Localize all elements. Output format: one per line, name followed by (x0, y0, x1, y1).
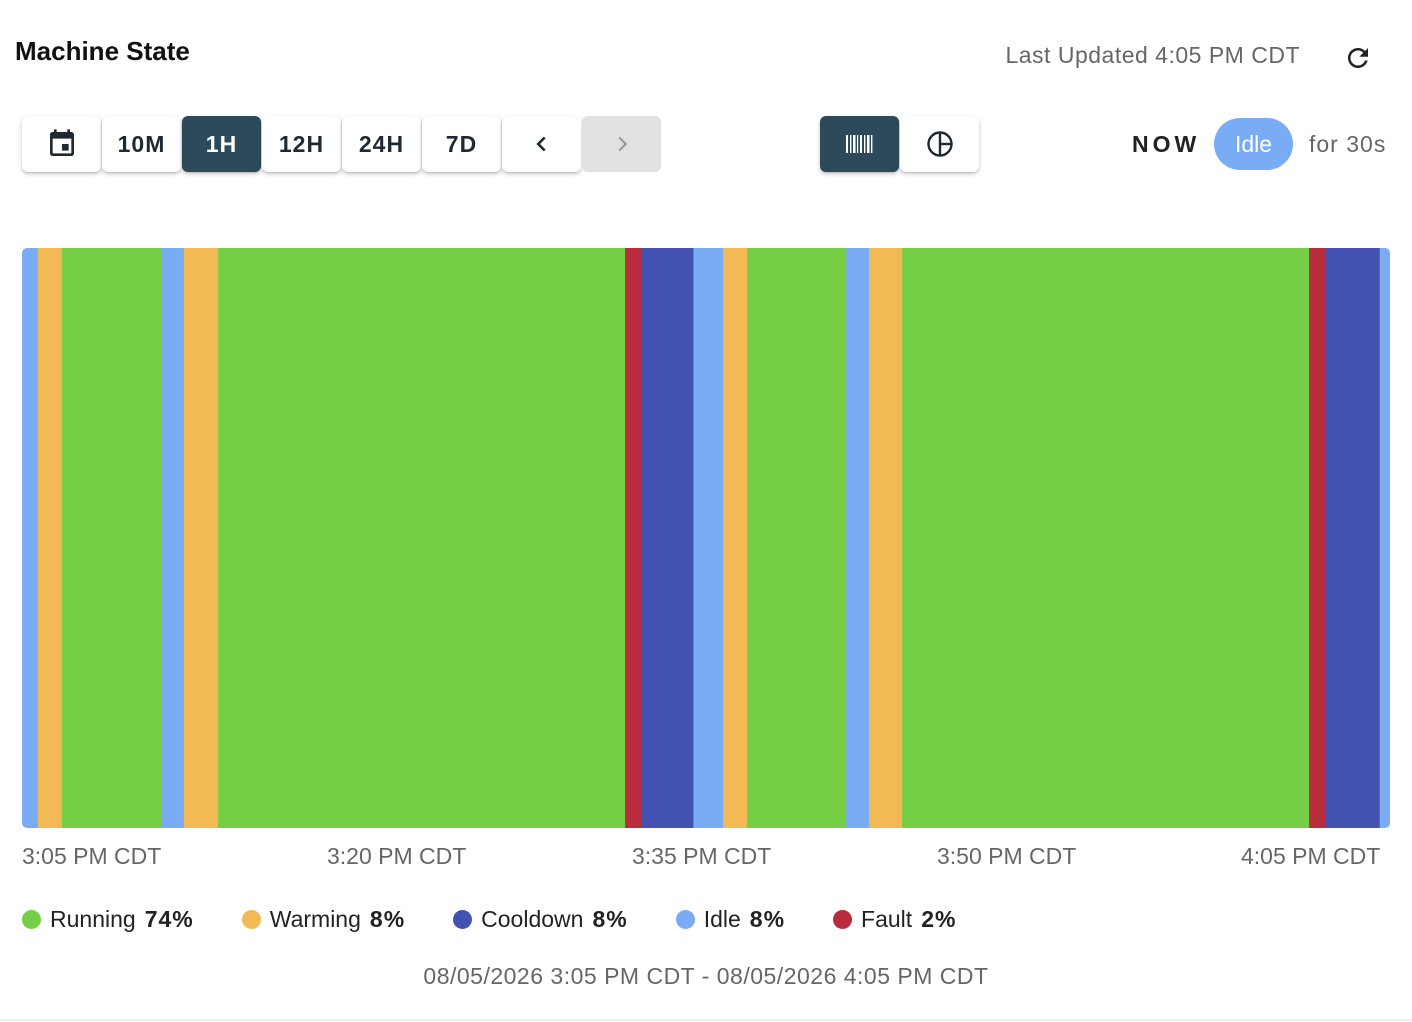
legend-dot (833, 910, 853, 929)
timeline-segment-running[interactable] (747, 248, 847, 828)
legend-label: Fault (861, 906, 913, 932)
legend-dot (241, 910, 261, 929)
refresh-icon (1348, 48, 1368, 68)
calendar-icon (49, 129, 74, 156)
timeline-segment-warming[interactable] (37, 248, 63, 828)
legend-dot (675, 910, 695, 929)
range-button-7d[interactable]: 7D (422, 116, 501, 172)
legend-percent: 2% (921, 906, 957, 932)
chart-legend: Running 74% Warming 8% Cooldown 8% Idle … (22, 906, 1004, 933)
x-tick-label: 3:20 PM CDT (327, 843, 467, 869)
legend-label: Running (50, 906, 136, 932)
legend-dot (22, 910, 41, 929)
timeline-segment-running[interactable] (61, 248, 162, 828)
x-tick-label: 4:05 PM CDT (1241, 843, 1381, 869)
x-tick-label: 3:50 PM CDT (937, 843, 1077, 869)
chevron-right-icon (618, 136, 627, 152)
legend-label: Cooldown (481, 906, 584, 932)
last-updated-label: Last Updated 4:05 PM CDT (1005, 42, 1300, 68)
date-range-label: 08/05/2026 3:05 PM CDT - 08/05/2026 4:05… (423, 963, 989, 989)
calendar-button[interactable] (22, 116, 101, 172)
timeline-segment-cooldown[interactable] (641, 248, 695, 828)
legend-item-cooldown[interactable]: Cooldown 8% (453, 906, 628, 933)
refresh-button[interactable] (1338, 38, 1378, 78)
x-tick-label: 3:05 PM CDT (22, 843, 162, 869)
timeline-segment-idle[interactable] (22, 248, 39, 828)
legend-percent: 74% (144, 906, 194, 932)
pie-chart-icon (926, 131, 953, 157)
timeline-segment-warming[interactable] (723, 248, 748, 828)
legend-label: Warming (269, 906, 361, 932)
legend-item-running[interactable]: Running 74% (22, 906, 194, 933)
x-tick-label: 3:35 PM CDT (632, 843, 772, 869)
timeline-segment-warming[interactable] (869, 248, 903, 828)
timeline-segment-fault[interactable] (625, 248, 642, 828)
legend-percent: 8% (369, 906, 406, 932)
timeline-view-button[interactable] (820, 116, 899, 172)
pie-view-button[interactable] (900, 116, 979, 172)
timeline-segment-idle[interactable] (161, 248, 185, 828)
previous-button[interactable] (502, 116, 581, 172)
timeline-segment-idle[interactable] (846, 248, 870, 828)
next-button[interactable] (582, 116, 661, 172)
divider (0, 1019, 1412, 1021)
legend-item-fault[interactable]: Fault 2% (833, 906, 956, 933)
range-button-1h[interactable]: 1H (182, 116, 261, 172)
now-label: NOW (1132, 131, 1201, 157)
state-duration: for 30s (1309, 131, 1387, 157)
chevron-left-icon (535, 136, 546, 152)
timeline-segment-cooldown[interactable] (1325, 248, 1381, 828)
timeline-segment-warming[interactable] (183, 248, 219, 828)
legend-percent: 8% (749, 906, 786, 932)
state-timeline-chart (22, 248, 1390, 828)
legend-label: Idle (703, 906, 741, 932)
legend-percent: 8% (592, 906, 628, 932)
current-state-badge: Idle (1214, 118, 1293, 170)
timeline-segment-fault[interactable] (1309, 248, 1326, 828)
timeline-segment-idle[interactable] (693, 248, 724, 828)
range-button-12h[interactable]: 12H (262, 116, 341, 172)
range-button-24h[interactable]: 24H (342, 116, 421, 172)
legend-dot (453, 910, 473, 929)
page-title: Machine State (15, 36, 190, 66)
timeline-segment-running[interactable] (902, 248, 1310, 828)
legend-item-idle[interactable]: Idle 8% (675, 906, 786, 933)
barcode-icon (845, 135, 872, 153)
timeline-segment-idle[interactable] (1379, 248, 1390, 828)
range-button-10m[interactable]: 10M (102, 116, 181, 172)
legend-item-warming[interactable]: Warming 8% (241, 906, 406, 933)
timeline-segment-running[interactable] (218, 248, 626, 828)
